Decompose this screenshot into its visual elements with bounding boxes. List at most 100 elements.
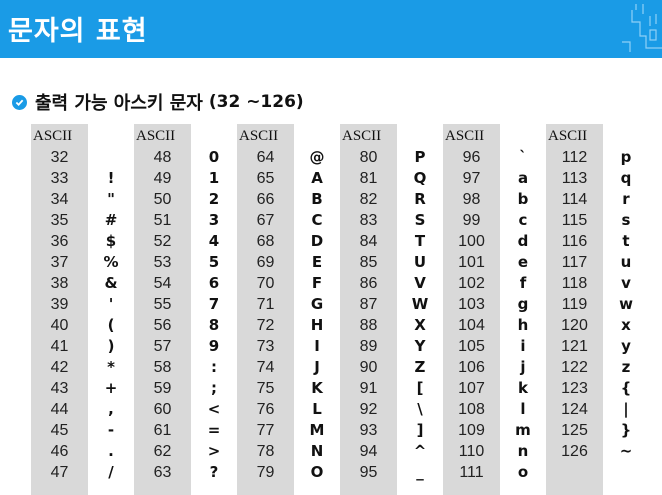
section-title: 출력 가능 아스키 문자: [35, 93, 203, 114]
ascii-code-cell: 45: [50, 422, 69, 439]
ascii-code-cell: 85: [359, 254, 378, 271]
ascii-char-cell: *: [107, 358, 115, 376]
ascii-code-cell: 77: [256, 422, 275, 439]
ascii-code-cell: 104: [458, 317, 485, 334]
ascii-char-cell: ~: [619, 442, 633, 460]
ascii-char-cell: 6: [208, 274, 220, 292]
ascii-code-cell: 44: [50, 401, 69, 418]
ascii-char-cell: c: [518, 211, 528, 229]
ascii-char-cell: W: [411, 295, 429, 313]
ascii-code-cell: 46: [50, 443, 69, 460]
ascii-code-cell: 114: [561, 191, 588, 208]
ascii-char-cell: H: [310, 316, 324, 334]
ascii-code-cell: 110: [458, 443, 485, 460]
ascii-char-column: ` a b c d e f g h i j k l m n o: [500, 124, 546, 495]
ascii-char-cell: 5: [208, 253, 220, 271]
ascii-char-cell: x: [621, 316, 631, 334]
ascii-char-cell: T: [414, 232, 426, 250]
ascii-char-cell: V: [414, 274, 426, 292]
ascii-code-cell: 84: [359, 233, 378, 250]
ascii-code-cell: 118: [561, 275, 588, 292]
ascii-code-cell: 76: [256, 401, 275, 418]
ascii-code-cell: 79: [256, 464, 275, 481]
ascii-code-cell: 107: [458, 380, 485, 397]
ascii-char-cell: ^: [413, 442, 427, 460]
ascii-char-cell: G: [310, 295, 324, 313]
ascii-code-cell: 71: [256, 296, 275, 313]
ascii-char-cell: p: [620, 148, 632, 166]
ascii-char-cell: `: [519, 148, 527, 166]
ascii-char-cell: S: [414, 211, 426, 229]
ascii-code-cell: 125: [561, 422, 588, 439]
ascii-char-cell: A: [311, 169, 323, 187]
ascii-char-cell: ': [108, 295, 114, 313]
ascii-code-cell: 59: [153, 380, 172, 397]
ascii-char-cell: @: [309, 148, 325, 166]
ascii-char-cell: 4: [208, 232, 220, 250]
ascii-char-cell: F: [311, 274, 323, 292]
ascii-code-cell: 101: [458, 254, 485, 271]
ascii-code-cell: 82: [359, 191, 378, 208]
ascii-char-cell: l: [520, 400, 526, 418]
ascii-char-cell: .: [108, 442, 114, 460]
ascii-code-cell: 89: [359, 338, 378, 355]
ascii-char-cell: U: [413, 253, 427, 271]
section-range: (32 ~126): [208, 92, 304, 112]
ascii-char-cell: ]: [416, 421, 424, 439]
ascii-code-cell: 83: [359, 212, 378, 229]
ascii-char-cell: C: [311, 211, 323, 229]
ascii-char-cell: B: [311, 190, 323, 208]
ascii-code-cell: 70: [256, 275, 275, 292]
ascii-char-cell: %: [103, 253, 119, 271]
ascii-code-cell: 116: [561, 233, 588, 250]
ascii-char-cell: &: [104, 274, 118, 292]
ascii-code-cell: 97: [462, 170, 481, 187]
ascii-code-cell: 35: [50, 212, 69, 229]
ascii-code-cell: 68: [256, 233, 275, 250]
ascii-code-cell: 42: [50, 359, 69, 376]
ascii-char-cell: O: [310, 463, 324, 481]
ascii-code-cell: 33: [50, 170, 69, 187]
ascii-char-column: ! " # $% & ' () * +, -. /: [88, 124, 134, 495]
ascii-char-cell: [: [416, 379, 424, 397]
ascii-code-cell: 54: [153, 275, 172, 292]
ascii-code-cell: 113: [561, 170, 588, 187]
ascii-char-cell: o: [517, 463, 529, 481]
ascii-code-cell: 99: [462, 212, 481, 229]
ascii-char-cell: N: [310, 442, 324, 460]
ascii-char-cell: n: [517, 442, 529, 460]
ascii-char-cell: P: [414, 148, 426, 166]
ascii-char-cell: 2: [208, 190, 220, 208]
ascii-char-cell: Z: [414, 358, 426, 376]
ascii-char-cell: K: [311, 379, 323, 397]
ascii-char-cell: q: [620, 169, 632, 187]
ascii-code-cell: 58: [153, 359, 172, 376]
ascii-code-cell: 102: [458, 275, 485, 292]
ascii-char-cell: d: [517, 232, 529, 250]
ascii-code-cell: 81: [359, 170, 378, 187]
ascii-code-cell: 124: [561, 401, 588, 418]
ascii-char-cell: {: [620, 379, 632, 397]
ascii-code-cell: 75: [256, 380, 275, 397]
ascii-char-cell: !: [107, 169, 115, 187]
ascii-code-cell: 38: [50, 275, 69, 292]
ascii-char-cell: ,: [108, 400, 114, 418]
ascii-char-cell: 0: [208, 148, 220, 166]
ascii-char-cell: Q: [413, 169, 427, 187]
ascii-code-cell: 94: [359, 443, 378, 460]
ascii-code-cell: 62: [153, 443, 172, 460]
ascii-char-cell: r: [622, 190, 630, 208]
ascii-code-cell: 100: [458, 233, 485, 250]
ascii-code-cell: 90: [359, 359, 378, 376]
ascii-code-cell: 103: [458, 296, 485, 313]
ascii-code-column: ASCII 80 81 82 83 84 85 86 87 88 89 90 91 92 93 94 95: [340, 124, 397, 495]
header-bar: 문자의 표현: [0, 0, 662, 58]
ascii-column-header: ASCII: [342, 128, 382, 144]
ascii-code-column: ASCII 64 65 66 67 68 69 70 71 72 73 74 75 76 77 78 79: [237, 124, 294, 495]
ascii-code-cell: 117: [561, 254, 588, 271]
building-decoration-icon: [622, 4, 662, 52]
ascii-char-cell: j: [520, 358, 526, 376]
ascii-code-cell: 66: [256, 191, 275, 208]
ascii-code-cell: 60: [153, 401, 172, 418]
ascii-column-header: ASCII: [239, 128, 279, 144]
